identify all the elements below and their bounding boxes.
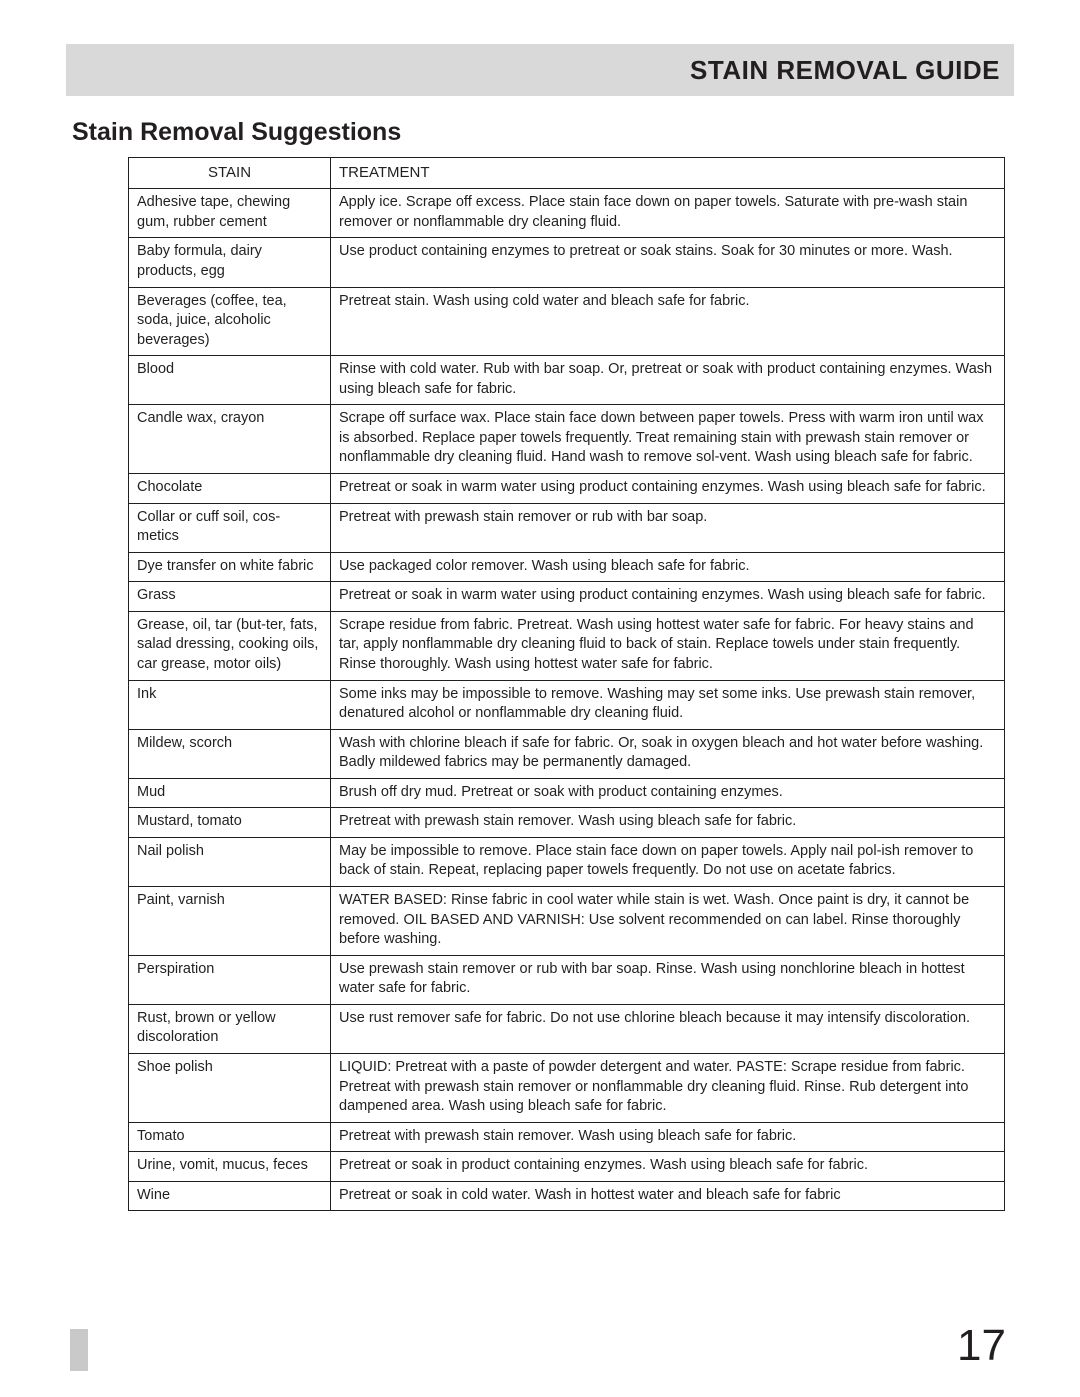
stain-cell: Rust, brown or yellow discoloration (129, 1004, 331, 1053)
stain-cell: Tomato (129, 1122, 331, 1152)
treatment-cell: Scrape residue from fabric. Pretreat. Wa… (331, 611, 1005, 680)
stain-cell: Urine, vomit, mucus, feces (129, 1152, 331, 1182)
treatment-cell: Use packaged color remover. Wash using b… (331, 552, 1005, 582)
stain-cell: Candle wax, crayon (129, 405, 331, 474)
stain-cell: Ink (129, 680, 331, 729)
treatment-cell: Pretreat with prewash stain remover or r… (331, 503, 1005, 552)
treatment-cell: Use rust remover safe for fabric. Do not… (331, 1004, 1005, 1053)
stain-cell: Adhesive tape, chewing gum, rubber cemen… (129, 189, 331, 238)
col-header-treatment: TREATMENT (331, 158, 1005, 189)
table-row: Rust, brown or yellow discolorationUse r… (129, 1004, 1005, 1053)
page-number: 17 (957, 1321, 1006, 1371)
treatment-cell: May be impossible to remove. Place stain… (331, 837, 1005, 886)
table-row: MudBrush off dry mud. Pretreat or soak w… (129, 778, 1005, 808)
stain-cell: Grease, oil, tar (but-ter, fats, salad d… (129, 611, 331, 680)
table-row: InkSome inks may be impossible to remove… (129, 680, 1005, 729)
col-header-stain: STAIN (129, 158, 331, 189)
treatment-cell: Some inks may be impossible to remove. W… (331, 680, 1005, 729)
stain-cell: Blood (129, 356, 331, 405)
treatment-cell: Pretreat or soak in product containing e… (331, 1152, 1005, 1182)
stain-cell: Mustard, tomato (129, 808, 331, 838)
stain-cell: Baby formula, dairy products, egg (129, 238, 331, 287)
stain-cell: Chocolate (129, 474, 331, 504)
stain-cell: Mud (129, 778, 331, 808)
treatment-cell: Pretreat with prewash stain remover. Was… (331, 808, 1005, 838)
treatment-cell: Scrape off surface wax. Place stain face… (331, 405, 1005, 474)
stain-cell: Wine (129, 1181, 331, 1211)
table-row: Dye transfer on white fabricUse packaged… (129, 552, 1005, 582)
treatment-cell: LIQUID: Pretreat with a paste of powder … (331, 1053, 1005, 1122)
table-row: TomatoPretreat with prewash stain remove… (129, 1122, 1005, 1152)
table-row: Shoe polishLIQUID: Pretreat with a paste… (129, 1053, 1005, 1122)
treatment-cell: Pretreat or soak in warm water using pro… (331, 474, 1005, 504)
stain-cell: Perspiration (129, 955, 331, 1004)
treatment-cell: WATER BASED: Rinse fabric in cool water … (331, 887, 1005, 956)
stain-cell: Paint, varnish (129, 887, 331, 956)
table-row: GrassPretreat or soak in warm water usin… (129, 582, 1005, 612)
page-header-title: STAIN REMOVAL GUIDE (690, 55, 1000, 86)
table-row: PerspirationUse prewash stain remover or… (129, 955, 1005, 1004)
treatment-cell: Pretreat or soak in warm water using pro… (331, 582, 1005, 612)
table-row: Nail polishMay be impossible to remove. … (129, 837, 1005, 886)
treatment-cell: Apply ice. Scrape off excess. Place stai… (331, 189, 1005, 238)
table-row: ChocolatePretreat or soak in warm water … (129, 474, 1005, 504)
footer-mark (70, 1329, 88, 1371)
table-row: Mildew, scorchWash with chlorine bleach … (129, 729, 1005, 778)
table-row: Grease, oil, tar (but-ter, fats, salad d… (129, 611, 1005, 680)
page: STAIN REMOVAL GUIDE Stain Removal Sugges… (0, 0, 1080, 1397)
table-row: Beverages (coffee, tea, soda, juice, alc… (129, 287, 1005, 356)
table-row: Collar or cuff soil, cos-meticsPretreat … (129, 503, 1005, 552)
stain-cell: Beverages (coffee, tea, soda, juice, alc… (129, 287, 331, 356)
treatment-cell: Wash with chlorine bleach if safe for fa… (331, 729, 1005, 778)
treatment-cell: Rinse with cold water. Rub with bar soap… (331, 356, 1005, 405)
stain-cell: Grass (129, 582, 331, 612)
table-row: Adhesive tape, chewing gum, rubber cemen… (129, 189, 1005, 238)
table-row: Candle wax, crayonScrape off surface wax… (129, 405, 1005, 474)
treatment-cell: Pretreat with prewash stain remover. Was… (331, 1122, 1005, 1152)
table-row: Paint, varnishWATER BASED: Rinse fabric … (129, 887, 1005, 956)
table-row: BloodRinse with cold water. Rub with bar… (129, 356, 1005, 405)
stain-cell: Nail polish (129, 837, 331, 886)
treatment-cell: Use prewash stain remover or rub with ba… (331, 955, 1005, 1004)
table-row: Mustard, tomatoPretreat with prewash sta… (129, 808, 1005, 838)
stain-cell: Mildew, scorch (129, 729, 331, 778)
stain-table: STAIN TREATMENT Adhesive tape, chewing g… (128, 157, 1005, 1211)
stain-cell: Collar or cuff soil, cos-metics (129, 503, 331, 552)
table-row: WinePretreat or soak in cold water. Wash… (129, 1181, 1005, 1211)
section-subtitle: Stain Removal Suggestions (72, 118, 1010, 147)
treatment-cell: Use product containing enzymes to pretre… (331, 238, 1005, 287)
stain-cell: Shoe polish (129, 1053, 331, 1122)
table-header-row: STAIN TREATMENT (129, 158, 1005, 189)
treatment-cell: Pretreat or soak in cold water. Wash in … (331, 1181, 1005, 1211)
treatment-cell: Brush off dry mud. Pretreat or soak with… (331, 778, 1005, 808)
treatment-cell: Pretreat stain. Wash using cold water an… (331, 287, 1005, 356)
stain-cell: Dye transfer on white fabric (129, 552, 331, 582)
table-row: Urine, vomit, mucus, fecesPretreat or so… (129, 1152, 1005, 1182)
table-row: Baby formula, dairy products, eggUse pro… (129, 238, 1005, 287)
header-bar: STAIN REMOVAL GUIDE (66, 44, 1014, 96)
